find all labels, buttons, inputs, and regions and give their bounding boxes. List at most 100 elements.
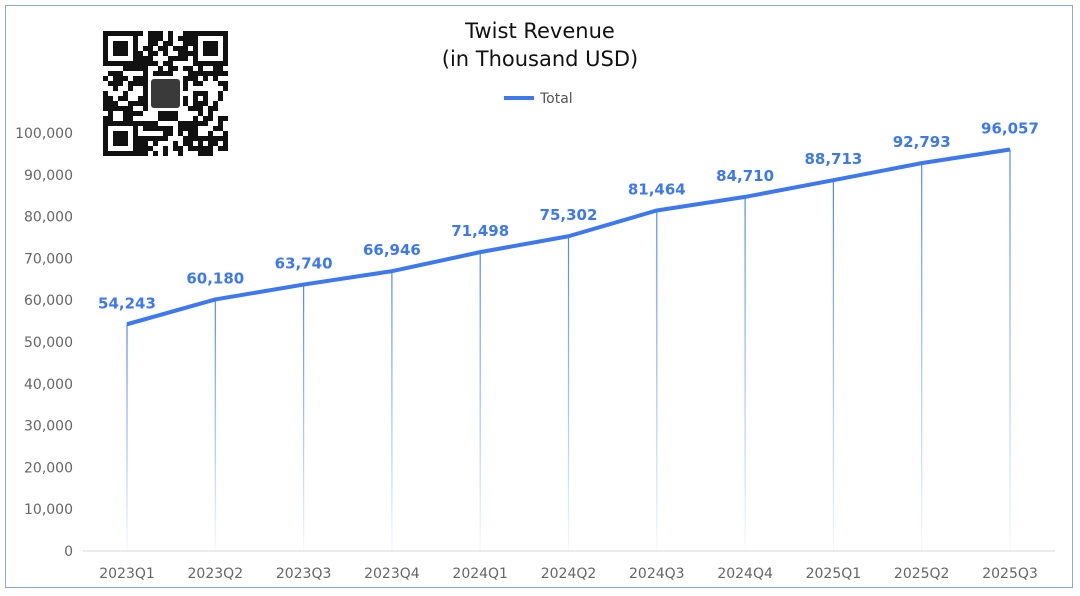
data-label: 75,302	[540, 206, 598, 224]
qr-module	[213, 76, 218, 81]
data-label: 96,057	[981, 119, 1039, 137]
qr-module	[198, 136, 203, 141]
qr-module	[103, 101, 108, 106]
qr-module	[148, 51, 153, 56]
qr-module	[213, 106, 218, 111]
qr-module	[203, 96, 208, 101]
qr-module	[218, 71, 223, 76]
qr-module	[188, 51, 193, 56]
qr-module	[108, 96, 113, 101]
x-tick-label: 2025Q3	[982, 566, 1038, 582]
qr-module	[198, 106, 203, 111]
qr-module	[163, 126, 168, 131]
qr-module	[213, 101, 218, 106]
qr-module	[143, 61, 148, 66]
qr-module	[183, 76, 188, 81]
qr-module	[173, 146, 178, 151]
qr-module	[128, 116, 133, 121]
qr-module	[163, 71, 168, 76]
qr-module	[193, 106, 198, 111]
qr-module	[208, 131, 213, 136]
data-label: 81,464	[628, 180, 686, 198]
qr-module	[138, 96, 143, 101]
qr-module	[148, 146, 153, 151]
drop-line	[126, 324, 128, 551]
qr-module	[168, 56, 173, 61]
qr-module	[113, 81, 118, 86]
qr-module	[183, 41, 188, 46]
qr-module	[128, 81, 133, 86]
qr-module	[188, 136, 193, 141]
qr-module	[183, 51, 188, 56]
qr-module	[158, 71, 163, 76]
qr-module	[103, 76, 108, 81]
qr-module	[188, 71, 193, 76]
qr-module	[198, 101, 203, 106]
qr-module	[153, 51, 158, 56]
qr-module	[143, 81, 148, 86]
qr-module	[118, 106, 123, 111]
qr-module	[178, 51, 183, 56]
qr-module	[113, 106, 118, 111]
qr-module	[143, 71, 148, 76]
drop-line	[303, 284, 305, 551]
qr-module	[143, 136, 148, 141]
qr-finder-center	[113, 41, 128, 56]
x-tick-label: 2023Q2	[188, 566, 244, 582]
data-label: 66,946	[363, 241, 421, 259]
x-tick-label: 2024Q3	[629, 566, 685, 582]
qr-module	[193, 81, 198, 86]
qr-module	[213, 71, 218, 76]
qr-module	[138, 31, 143, 36]
qr-module	[188, 106, 193, 111]
qr-module	[218, 126, 223, 131]
qr-module	[103, 116, 108, 121]
qr-finder-center	[113, 131, 128, 146]
drop-line	[391, 271, 393, 551]
drop-line	[214, 299, 216, 551]
qr-module	[143, 91, 148, 96]
qr-module	[138, 51, 143, 56]
x-tick-label: 2025Q2	[894, 566, 950, 582]
qr-module	[123, 106, 128, 111]
qr-module	[118, 81, 123, 86]
qr-module	[163, 41, 168, 46]
qr-module	[148, 126, 153, 131]
qr-module	[138, 151, 143, 156]
qr-module	[138, 136, 143, 141]
qr-module	[178, 131, 183, 136]
qr-module	[158, 66, 163, 71]
qr-module	[138, 66, 143, 71]
qr-module	[108, 101, 113, 106]
qr-module	[138, 101, 143, 106]
qr-module	[138, 56, 143, 61]
qr-module	[198, 151, 203, 156]
qr-module	[143, 126, 148, 131]
qr-module	[178, 126, 183, 131]
qr-module	[148, 136, 153, 141]
qr-module	[148, 41, 153, 46]
y-tick-label: 90,000	[24, 168, 73, 184]
qr-module	[168, 116, 173, 121]
qr-module	[208, 71, 213, 76]
qr-module	[218, 146, 223, 151]
qr-module	[188, 41, 193, 46]
qr-module	[203, 151, 208, 156]
qr-module	[143, 76, 148, 81]
drop-line	[479, 252, 481, 551]
y-tick-label: 20,000	[24, 460, 73, 476]
qr-module	[118, 76, 123, 81]
qr-logo	[151, 79, 180, 108]
qr-module	[143, 56, 148, 61]
legend: Total	[504, 91, 573, 107]
qr-module	[133, 101, 138, 106]
qr-module	[128, 101, 133, 106]
qr-module	[108, 116, 113, 121]
qr-module	[153, 41, 158, 46]
qr-module	[168, 71, 173, 76]
chart-title-line2: (in Thousand USD)	[442, 47, 639, 71]
qr-module	[208, 146, 213, 151]
y-tick-label: 100,000	[15, 126, 73, 142]
qr-module	[153, 126, 158, 131]
